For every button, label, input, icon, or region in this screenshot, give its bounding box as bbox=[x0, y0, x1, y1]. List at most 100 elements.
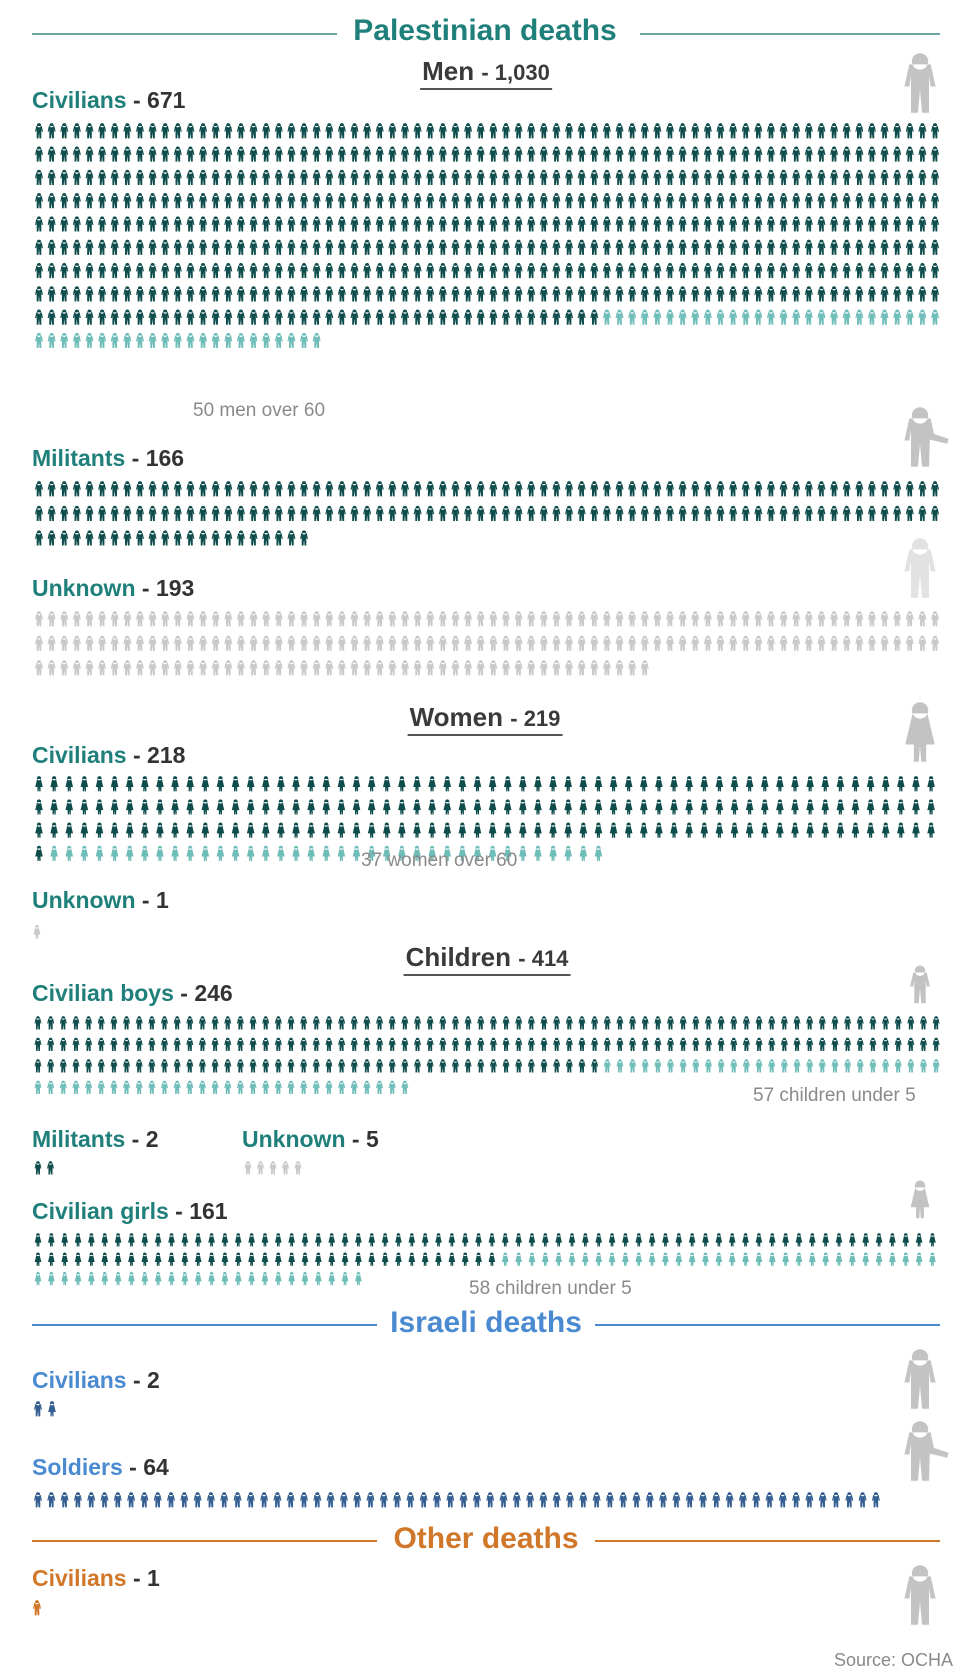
man-figure-icon bbox=[186, 505, 195, 521]
man-figure-icon bbox=[779, 146, 788, 162]
man-figure-icon bbox=[35, 332, 43, 349]
man-figure-icon bbox=[565, 635, 574, 651]
man-figure-icon bbox=[262, 660, 271, 676]
boy-figure-icon bbox=[527, 1016, 535, 1030]
soldier-figure-icon bbox=[778, 1492, 787, 1508]
man-figure-icon bbox=[880, 216, 889, 232]
man-figure-icon bbox=[489, 481, 498, 497]
woman-figure-icon bbox=[881, 776, 890, 792]
man-figure-icon bbox=[716, 505, 725, 521]
man-figure-icon bbox=[602, 309, 611, 325]
man-figure-icon bbox=[98, 262, 107, 279]
man-figure-icon bbox=[274, 505, 283, 521]
man-figure-icon bbox=[842, 635, 851, 651]
man-figure-icon bbox=[211, 216, 220, 232]
man-figure-icon bbox=[552, 146, 561, 162]
girl-figure-icon bbox=[582, 1233, 589, 1247]
man-figure-icon bbox=[628, 505, 637, 521]
boy-figure-icon bbox=[34, 1161, 42, 1175]
girl-figure-icon bbox=[61, 1252, 69, 1266]
boy-figure-icon bbox=[616, 1059, 624, 1073]
man-figure-icon bbox=[691, 239, 700, 255]
boy-figure-icon bbox=[856, 1016, 864, 1030]
girls-under-5-note: 58 children under 5 bbox=[469, 1278, 632, 1299]
adult-legend-icon bbox=[904, 1349, 936, 1409]
man-figure-icon bbox=[262, 481, 271, 497]
man-figure-icon bbox=[590, 216, 599, 232]
woman-figure-icon bbox=[216, 776, 225, 792]
man-figure-icon bbox=[211, 262, 220, 279]
man-figure-icon bbox=[931, 193, 940, 209]
man-figure-icon bbox=[262, 286, 271, 302]
woman-figure-icon bbox=[337, 776, 346, 792]
woman-figure-icon bbox=[292, 845, 300, 861]
man-figure-icon bbox=[375, 635, 384, 651]
man-figure-icon bbox=[678, 262, 687, 279]
woman-figure-icon bbox=[382, 799, 391, 815]
girl-figure-icon bbox=[368, 1233, 376, 1247]
boy-figure-icon bbox=[831, 1059, 839, 1073]
boy-figure-icon bbox=[502, 1037, 510, 1051]
girl-figure-icon bbox=[141, 1252, 149, 1266]
man-figure-icon bbox=[640, 635, 649, 651]
man-figure-icon bbox=[388, 505, 397, 521]
man-figure-icon bbox=[426, 505, 435, 521]
man-figure-icon bbox=[817, 239, 826, 255]
man-figure-icon bbox=[85, 146, 94, 162]
man-figure-icon bbox=[400, 505, 409, 521]
girl-figure-icon bbox=[648, 1252, 656, 1266]
man-figure-icon bbox=[590, 505, 599, 521]
girl-figure-icon bbox=[368, 1252, 376, 1266]
man-figure-icon bbox=[691, 481, 700, 497]
man-figure-icon bbox=[47, 660, 56, 676]
boy-figure-icon bbox=[211, 1016, 219, 1030]
man-figure-icon bbox=[413, 169, 422, 185]
boy-figure-icon bbox=[818, 1016, 826, 1030]
girl-figure-icon bbox=[234, 1271, 242, 1286]
boy-legend-icon bbox=[910, 965, 930, 1004]
man-figure-icon bbox=[325, 239, 334, 255]
woman-figure-icon bbox=[564, 776, 572, 792]
woman-figure-icon bbox=[110, 822, 119, 838]
man-figure-icon bbox=[72, 146, 81, 162]
man-figure-icon bbox=[337, 216, 346, 232]
man-figure-icon bbox=[766, 216, 775, 232]
man-figure-icon bbox=[400, 146, 409, 162]
man-figure-icon bbox=[590, 239, 599, 255]
woman-figure-icon bbox=[745, 822, 754, 838]
man-figure-icon bbox=[199, 481, 208, 497]
woman-figure-icon bbox=[670, 799, 678, 815]
man-figure-icon bbox=[300, 332, 309, 349]
man-figure-icon bbox=[236, 146, 245, 162]
man-figure-icon bbox=[602, 505, 611, 521]
man-figure-icon bbox=[451, 239, 460, 255]
girl-figure-icon bbox=[288, 1271, 295, 1286]
man-figure-icon bbox=[161, 481, 170, 497]
man-figure-icon bbox=[350, 505, 359, 521]
man-figure-icon bbox=[211, 123, 220, 139]
child-unknown-label: Unknown - 5 bbox=[242, 1126, 379, 1152]
man-figure-icon bbox=[514, 169, 523, 185]
man-figure-icon bbox=[766, 505, 775, 521]
man-figure-icon bbox=[501, 309, 510, 325]
man-figure-icon bbox=[640, 286, 649, 302]
soldier-figure-icon bbox=[220, 1492, 229, 1508]
boy-figure-icon bbox=[629, 1016, 637, 1030]
man-figure-icon bbox=[565, 611, 574, 627]
boy-figure-icon bbox=[439, 1016, 447, 1030]
man-figure-icon bbox=[224, 505, 233, 521]
man-figure-icon bbox=[186, 530, 195, 546]
man-figure-icon bbox=[653, 611, 662, 627]
man-figure-icon bbox=[300, 611, 309, 627]
woman-figure-icon bbox=[655, 776, 663, 792]
man-figure-icon bbox=[716, 635, 725, 651]
man-figure-icon bbox=[35, 123, 43, 139]
girl-figure-icon bbox=[688, 1252, 696, 1266]
man-figure-icon bbox=[451, 286, 460, 302]
woman-figure-icon bbox=[564, 822, 572, 838]
man-figure-icon bbox=[918, 481, 927, 497]
other-legend-icon bbox=[904, 1565, 936, 1625]
man-figure-icon bbox=[148, 635, 157, 651]
boy-figure-icon bbox=[768, 1059, 776, 1073]
